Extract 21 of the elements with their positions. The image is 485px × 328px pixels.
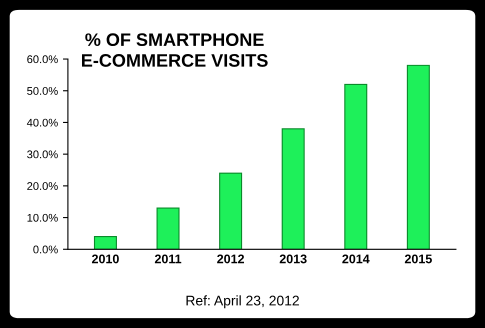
y-tick-label: 0.0%: [33, 246, 58, 254]
chart-title: % OF SMARTPHONE E-COMMERCE VISITS: [82, 33, 268, 67]
text: Ref: April 23, 2012: [186, 295, 299, 308]
y-tick-label: 50.0%: [27, 87, 58, 95]
y-tick-label: 10.0%: [28, 214, 58, 222]
x-tick-label: 2011: [154, 254, 182, 264]
bar: [219, 172, 242, 250]
bar: [94, 236, 117, 250]
y-tick-label: 40.0%: [26, 118, 58, 127]
bar: [406, 64, 430, 250]
y-tick-label: 20.0%: [27, 182, 58, 190]
x-tick-label: 2012: [217, 254, 244, 264]
x-tick-label: 2010: [92, 254, 119, 264]
x-tick-label: 2015: [404, 254, 432, 264]
y-tick-label: 30.0%: [27, 150, 58, 158]
x-tick-label: 2013: [280, 254, 307, 264]
bar: [156, 208, 180, 250]
bar: [282, 128, 305, 250]
y-tick-label: 60.0%: [27, 55, 58, 64]
bar: [344, 84, 368, 250]
x-tick-label: 2014: [342, 254, 370, 264]
